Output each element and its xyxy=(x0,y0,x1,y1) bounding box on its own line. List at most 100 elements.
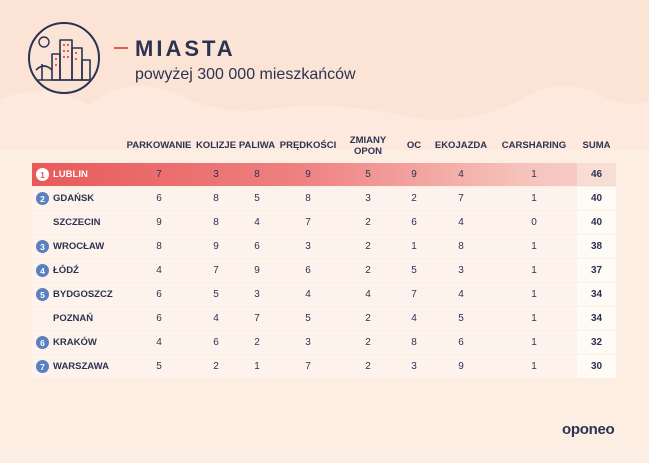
cell-predkosci: 5 xyxy=(305,313,311,324)
rank-badge: 1 xyxy=(36,168,49,181)
city-name: SZCZECIN xyxy=(53,217,101,228)
cell-paliwa: 8 xyxy=(254,169,260,180)
cloud-decoration xyxy=(0,86,649,150)
table-row: POZNAŃ 6 4 7 5 2 4 5 1 34 xyxy=(32,307,616,330)
cell-parkowanie: 9 xyxy=(156,217,162,228)
cell-paliwa: 9 xyxy=(254,265,260,276)
cell-ekojazda: 5 xyxy=(458,313,464,324)
rank-badge: 6 xyxy=(36,336,49,349)
cell-kolizje: 9 xyxy=(213,241,219,252)
column-header-paliwa: PALIWA xyxy=(238,140,276,151)
cell-suma: 32 xyxy=(577,331,616,354)
cell-carsharing: 1 xyxy=(531,193,537,204)
table-header: PARKOWANIE KOLIZJE PALIWA PRĘDKOŚCI ZMIANY O… xyxy=(32,132,616,159)
city-skyline-icon xyxy=(28,22,100,94)
cell-ekojazda: 4 xyxy=(458,169,464,180)
city-name: KRAKÓW xyxy=(53,337,97,348)
column-header-parkowanie: PARKOWANIE xyxy=(126,140,192,151)
cell-zmiany-opon: 2 xyxy=(365,313,371,324)
cell-predkosci: 7 xyxy=(305,217,311,228)
cell-suma: 40 xyxy=(577,211,616,234)
city-name: POZNAŃ xyxy=(53,313,94,324)
city-name: ŁÓDŹ xyxy=(53,265,79,276)
cell-parkowanie: 4 xyxy=(156,337,162,348)
cell-kolizje: 5 xyxy=(213,289,219,300)
cell-kolizje: 2 xyxy=(213,361,219,372)
column-header-suma: SUMA xyxy=(582,140,611,151)
cell-oc: 1 xyxy=(411,241,417,252)
cell-predkosci: 7 xyxy=(305,361,311,372)
cell-carsharing: 1 xyxy=(531,361,537,372)
cell-carsharing: 1 xyxy=(531,169,537,180)
cell-suma: 40 xyxy=(577,187,616,210)
cell-suma: 37 xyxy=(577,259,616,282)
page-title: MIASTA xyxy=(135,36,236,61)
cell-parkowanie: 6 xyxy=(156,313,162,324)
table-row: 6 KRAKÓW 4 6 2 3 2 8 6 1 32 xyxy=(32,331,616,354)
cell-paliwa: 3 xyxy=(254,289,260,300)
cell-suma: 34 xyxy=(577,283,616,306)
table-body: 1 LUBLIN 7 3 8 9 5 9 4 1 46 2 GDAŃSK 6 8 5 8 3 2 7 1 40 SZCZEC… xyxy=(32,163,616,378)
cell-ekojazda: 8 xyxy=(458,241,464,252)
cell-suma: 38 xyxy=(577,235,616,258)
cell-carsharing: 1 xyxy=(531,337,537,348)
city-name: WARSZAWA xyxy=(53,361,109,372)
title-accent-dash xyxy=(114,47,128,49)
cell-kolizje: 6 xyxy=(213,337,219,348)
cell-zmiany-opon: 2 xyxy=(365,361,371,372)
cell-ekojazda: 4 xyxy=(458,289,464,300)
rank-badge: 2 xyxy=(36,192,49,205)
cell-zmiany-opon: 2 xyxy=(365,265,371,276)
city-name: GDAŃSK xyxy=(53,193,95,204)
cell-parkowanie: 4 xyxy=(156,265,162,276)
cell-zmiany-opon: 2 xyxy=(365,337,371,348)
table-row: 4 ŁÓDŹ 4 7 9 6 2 5 3 1 37 xyxy=(32,259,616,282)
cell-kolizje: 3 xyxy=(213,169,219,180)
cell-oc: 6 xyxy=(411,217,417,228)
cell-suma: 46 xyxy=(577,163,616,186)
cell-oc: 4 xyxy=(411,313,417,324)
cell-carsharing: 1 xyxy=(531,289,537,300)
cell-oc: 7 xyxy=(411,289,417,300)
cell-parkowanie: 8 xyxy=(156,241,162,252)
page-subtitle: powyżej 300 000 mieszkańców xyxy=(135,66,356,83)
table-row: 2 GDAŃSK 6 8 5 8 3 2 7 1 40 xyxy=(32,187,616,210)
cell-zmiany-opon: 4 xyxy=(365,289,371,300)
rank-badge: 4 xyxy=(36,264,49,277)
cell-predkosci: 3 xyxy=(305,337,311,348)
cell-oc: 3 xyxy=(411,361,417,372)
cell-carsharing: 1 xyxy=(531,265,537,276)
cell-paliwa: 6 xyxy=(254,241,260,252)
cell-oc: 2 xyxy=(411,193,417,204)
column-header-ekojazda: EKOJAZDA xyxy=(434,140,488,151)
cell-kolizje: 7 xyxy=(213,265,219,276)
table-row: 7 WARSZAWA 5 2 1 7 2 3 9 1 30 xyxy=(32,355,616,378)
cell-parkowanie: 7 xyxy=(156,169,162,180)
table-row: 3 WROCŁAW 8 9 6 3 2 1 8 1 38 xyxy=(32,235,616,258)
rank-badge: 3 xyxy=(36,240,49,253)
brand-logo: oponeo xyxy=(562,421,615,438)
cell-ekojazda: 3 xyxy=(458,265,464,276)
cell-predkosci: 6 xyxy=(305,265,311,276)
cell-carsharing: 1 xyxy=(531,241,537,252)
cell-oc: 5 xyxy=(411,265,417,276)
cell-ekojazda: 9 xyxy=(458,361,464,372)
cell-oc: 8 xyxy=(411,337,417,348)
cell-predkosci: 4 xyxy=(305,289,311,300)
city-name: LUBLIN xyxy=(53,169,88,180)
cell-zmiany-opon: 2 xyxy=(365,217,371,228)
cell-paliwa: 4 xyxy=(254,217,260,228)
cell-suma: 30 xyxy=(577,355,616,378)
cell-paliwa: 1 xyxy=(254,361,260,372)
cell-paliwa: 5 xyxy=(254,193,260,204)
rank-badge: 7 xyxy=(36,360,49,373)
cell-parkowanie: 6 xyxy=(156,193,162,204)
cell-kolizje: 8 xyxy=(213,193,219,204)
cell-ekojazda: 6 xyxy=(458,337,464,348)
column-header-predkosci: PRĘDKOŚCI xyxy=(279,140,337,151)
cell-kolizje: 8 xyxy=(213,217,219,228)
cell-carsharing: 0 xyxy=(531,217,537,228)
city-name: BYDGOSZCZ xyxy=(53,289,113,300)
ranking-table: PARKOWANIE KOLIZJE PALIWA PRĘDKOŚCI ZMIANY O… xyxy=(32,132,616,379)
rank-badge: 5 xyxy=(36,288,49,301)
